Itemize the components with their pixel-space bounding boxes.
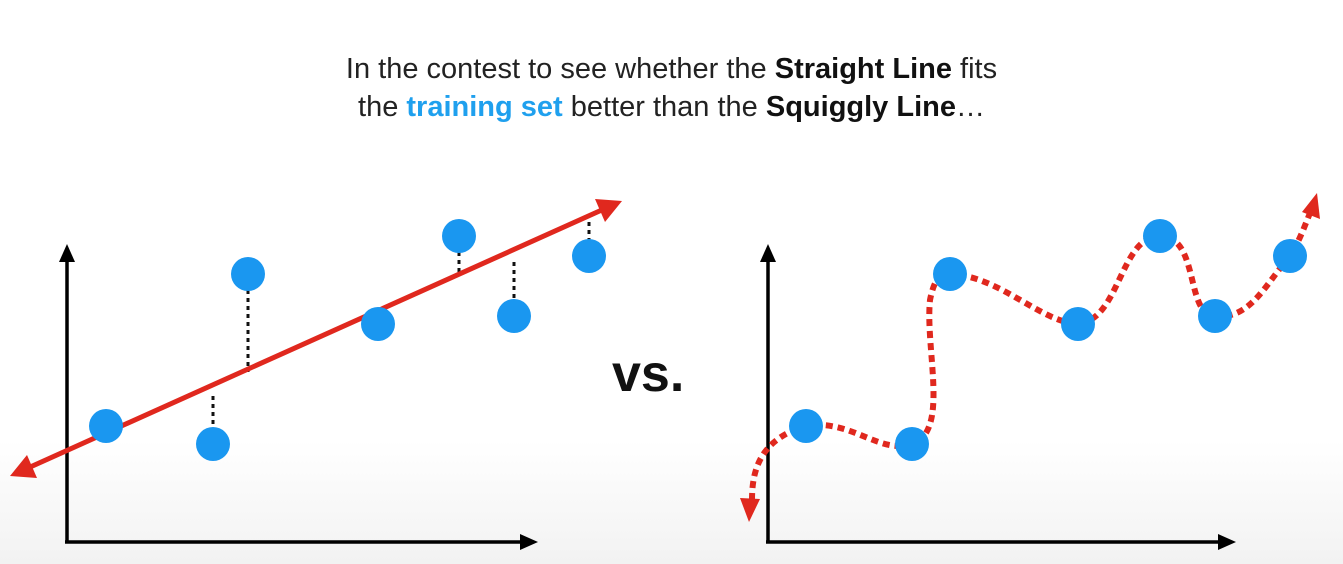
caption-line-2: the training set better than the Squiggl…: [0, 88, 1343, 126]
left-axes: [59, 244, 538, 550]
training-set-label: training set: [406, 91, 563, 123]
squiggly-line-label: Squiggly Line: [765, 91, 956, 123]
straight-line-arrowhead-start: [10, 455, 37, 478]
data-point: [442, 219, 476, 253]
left-x-arrowhead: [520, 534, 538, 550]
right-plot: [740, 193, 1320, 550]
right-axes: [760, 244, 1236, 550]
right-x-arrowhead: [1218, 534, 1236, 550]
caption-line-1: In the contest to see whether the Straig…: [0, 50, 1343, 88]
residuals: [211, 222, 591, 428]
data-point: [895, 427, 929, 461]
straight-line-label: Straight Line: [774, 53, 952, 85]
data-point: [89, 409, 123, 443]
data-point: [231, 257, 265, 291]
data-point: [361, 307, 395, 341]
squiggly-line: [749, 211, 1313, 501]
right-y-arrowhead: [760, 244, 776, 262]
data-point: [1061, 307, 1095, 341]
data-point: [572, 239, 606, 273]
left-plot: [10, 199, 622, 550]
straight-line-fit: [10, 199, 622, 478]
caption: In the contest to see whether the Straig…: [0, 50, 1343, 126]
caption-text: In the contest to see whether the: [345, 53, 775, 85]
squiggly-line-arrowhead-end: [1302, 193, 1320, 219]
caption-text: …: [955, 91, 985, 123]
straight-line-arrowhead-end: [595, 199, 622, 222]
caption-text: fits: [951, 53, 998, 85]
squiggly-line-fit: [740, 193, 1320, 522]
data-point: [1198, 299, 1232, 333]
right-points: [789, 219, 1307, 461]
data-point: [196, 427, 230, 461]
data-point: [1143, 219, 1177, 253]
caption-text: the: [358, 91, 407, 123]
left-y-arrowhead: [59, 244, 75, 262]
straight-line: [26, 206, 606, 471]
vs-label: vs.: [612, 345, 685, 403]
data-point: [497, 299, 531, 333]
data-point: [789, 409, 823, 443]
data-point: [933, 257, 967, 291]
left-points: [89, 219, 606, 461]
squiggly-line-arrowhead-start: [740, 498, 760, 522]
data-point: [1273, 239, 1307, 273]
caption-text: better than the: [562, 91, 766, 123]
